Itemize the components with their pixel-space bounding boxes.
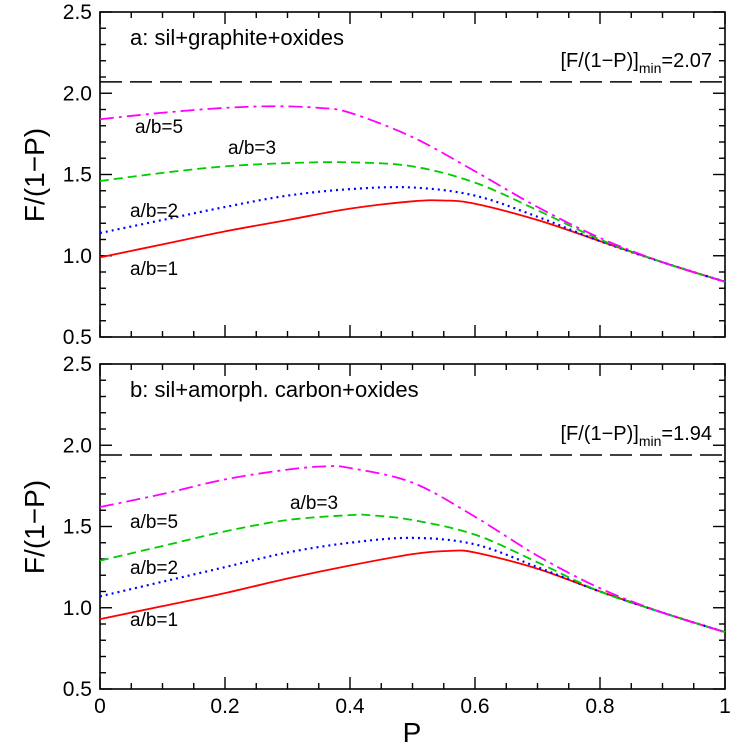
series-line-a-b-3 (99, 161, 726, 283)
x-tick-label: 0.6 (460, 695, 489, 718)
panel-a-label-ab2: a/b=2 (130, 201, 178, 222)
panel-b-ylabel: F/(1−P) (19, 480, 50, 574)
panel-a-label-ab5: a/b=5 (135, 117, 183, 138)
series-line-a-b-2 (99, 186, 726, 283)
x-tick-label: 0.2 (210, 695, 239, 718)
panel-a-min-label-sub: min (639, 60, 662, 76)
x-tick-label: 0.4 (335, 695, 365, 718)
panel-b-min-label-value: =1.94 (661, 423, 712, 445)
series-line-a-b-2 (99, 536, 726, 634)
panel-b-label-ab1: a/b=1 (130, 610, 178, 631)
y-tick-label: 2.5 (63, 353, 92, 376)
panel-a-label-ab3: a/b=3 (228, 138, 276, 159)
series-line-a-b-1 (99, 549, 726, 633)
panel-a-curves (99, 105, 726, 283)
panel-b-label-ab2: a/b=2 (130, 558, 178, 579)
y-tick-label: 2.0 (63, 434, 92, 457)
y-tick-label: 0.5 (63, 326, 92, 349)
panel-b-ticks: 0.5 1.0 1.5 2.0 2.5 0 0.2 0.4 0.6 0.8 1 (63, 353, 731, 718)
y-tick-label: 2.0 (63, 82, 92, 105)
panel-a-ticks: 0.5 1.0 1.5 2.0 2.5 (63, 1, 726, 349)
panel-a-min-label-main: [F/(1−P)] (560, 50, 638, 72)
y-tick-label: 1.5 (63, 516, 92, 539)
panel-a-min-label: [F/(1−P)]min=2.07 (560, 50, 712, 76)
series-line-a-b-5 (99, 105, 726, 283)
y-tick-label: 0.5 (63, 678, 92, 701)
panel-b-min-label-main: [F/(1−P)] (560, 423, 638, 445)
series-line-a-b-3 (99, 513, 726, 633)
panel-a-min-label-value: =2.07 (661, 50, 712, 72)
panel-b-min-label: [F/(1−P)]min=1.94 (560, 423, 712, 449)
panel-b-frame (99, 363, 726, 690)
panel-a-title: a: sil+graphite+oxides (130, 25, 344, 50)
y-tick-label: 1.5 (63, 164, 92, 187)
panel-b-min-label-sub: min (639, 433, 662, 449)
panel-b: 0.5 1.0 1.5 2.0 2.5 0 0.2 0.4 0.6 0.8 1 b: sil+amo… (19, 353, 731, 718)
x-tick-label: 1 (719, 695, 731, 718)
series-line-a-b-5 (99, 465, 726, 633)
panel-a-ylabel: F/(1−P) (19, 128, 50, 222)
y-tick-label: 2.5 (63, 1, 92, 24)
panel-a-label-ab1: a/b=1 (130, 259, 178, 280)
y-tick-label: 1.0 (63, 597, 92, 620)
panel-b-title: b: sil+amorph. carbon+oxides (130, 377, 419, 402)
x-axis-label: P (403, 717, 422, 748)
x-tick-label: 0.8 (585, 695, 614, 718)
panel-a: 0.5 1.0 1.5 2.0 2.5 a: sil+graphite+oxides [… (19, 1, 726, 349)
panel-b-label-ab5: a/b=5 (130, 512, 178, 533)
x-tick-label: 0 (94, 695, 106, 718)
panel-b-curves (99, 465, 726, 634)
series-line-a-b-1 (99, 199, 726, 283)
panel-b-label-ab3: a/b=3 (290, 493, 338, 514)
y-tick-label: 1.0 (63, 245, 92, 268)
